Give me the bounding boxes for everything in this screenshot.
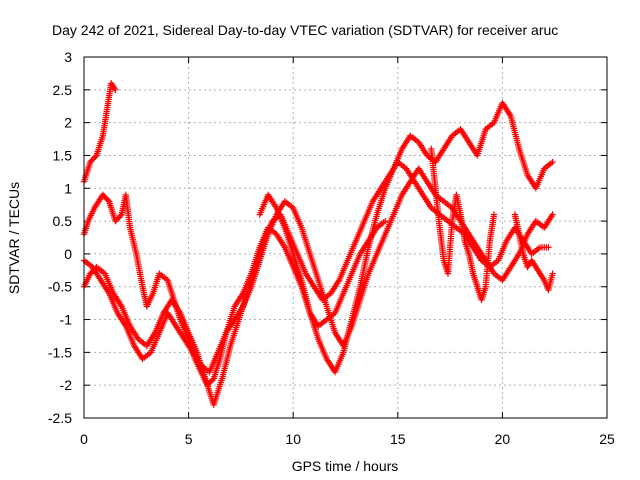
data-point [209,376,216,384]
x-tick-label: 5 [185,431,193,447]
plot-frame [83,56,608,419]
data-point [92,153,99,160]
y-tick-label: 2.5 [53,82,73,98]
y-tick-label: 0 [64,246,72,262]
x-tick-label: 20 [495,431,511,447]
data-point [112,86,119,94]
y-tick-label: 1.5 [53,147,73,163]
y-tick-label: -2.5 [48,410,72,426]
data-point [490,211,498,218]
x-tick-label: 25 [599,431,615,447]
y-tick-label: -2 [60,377,73,393]
chart-title: Day 242 of 2021, Sidereal Day-to-day VTE… [52,22,558,38]
y-tick-labels: -2.5 -2 -1.5 -1 -0.5 0 0.5 1 1.5 2 2.5 3 [48,49,72,426]
x-axis-label: GPS time / hours [292,458,399,474]
data-points [80,80,556,409]
data-point [382,217,389,225]
grid-lines [84,57,607,418]
data-point [545,244,552,251]
y-tick-label: 1 [64,180,72,196]
data-point [117,212,124,220]
y-axis-label: SDTVAR / TECUs [6,182,22,294]
data-point [549,270,556,277]
y-tick-label: -1 [60,312,73,328]
y-tick-label: 0.5 [53,213,73,229]
y-tick-label: -1.5 [48,344,72,360]
x-tick-label: 10 [285,431,301,447]
y-tick-label: -0.5 [48,279,72,295]
data-point [549,158,556,166]
data-point [549,211,556,218]
x-tick-labels: 0 5 10 15 20 25 [80,431,615,447]
axis-ticks [83,56,608,419]
data-point [104,196,112,204]
x-tick-label: 0 [80,431,88,447]
x-tick-label: 15 [390,431,406,447]
y-tick-label: 3 [64,49,72,65]
y-tick-label: 2 [64,115,72,131]
